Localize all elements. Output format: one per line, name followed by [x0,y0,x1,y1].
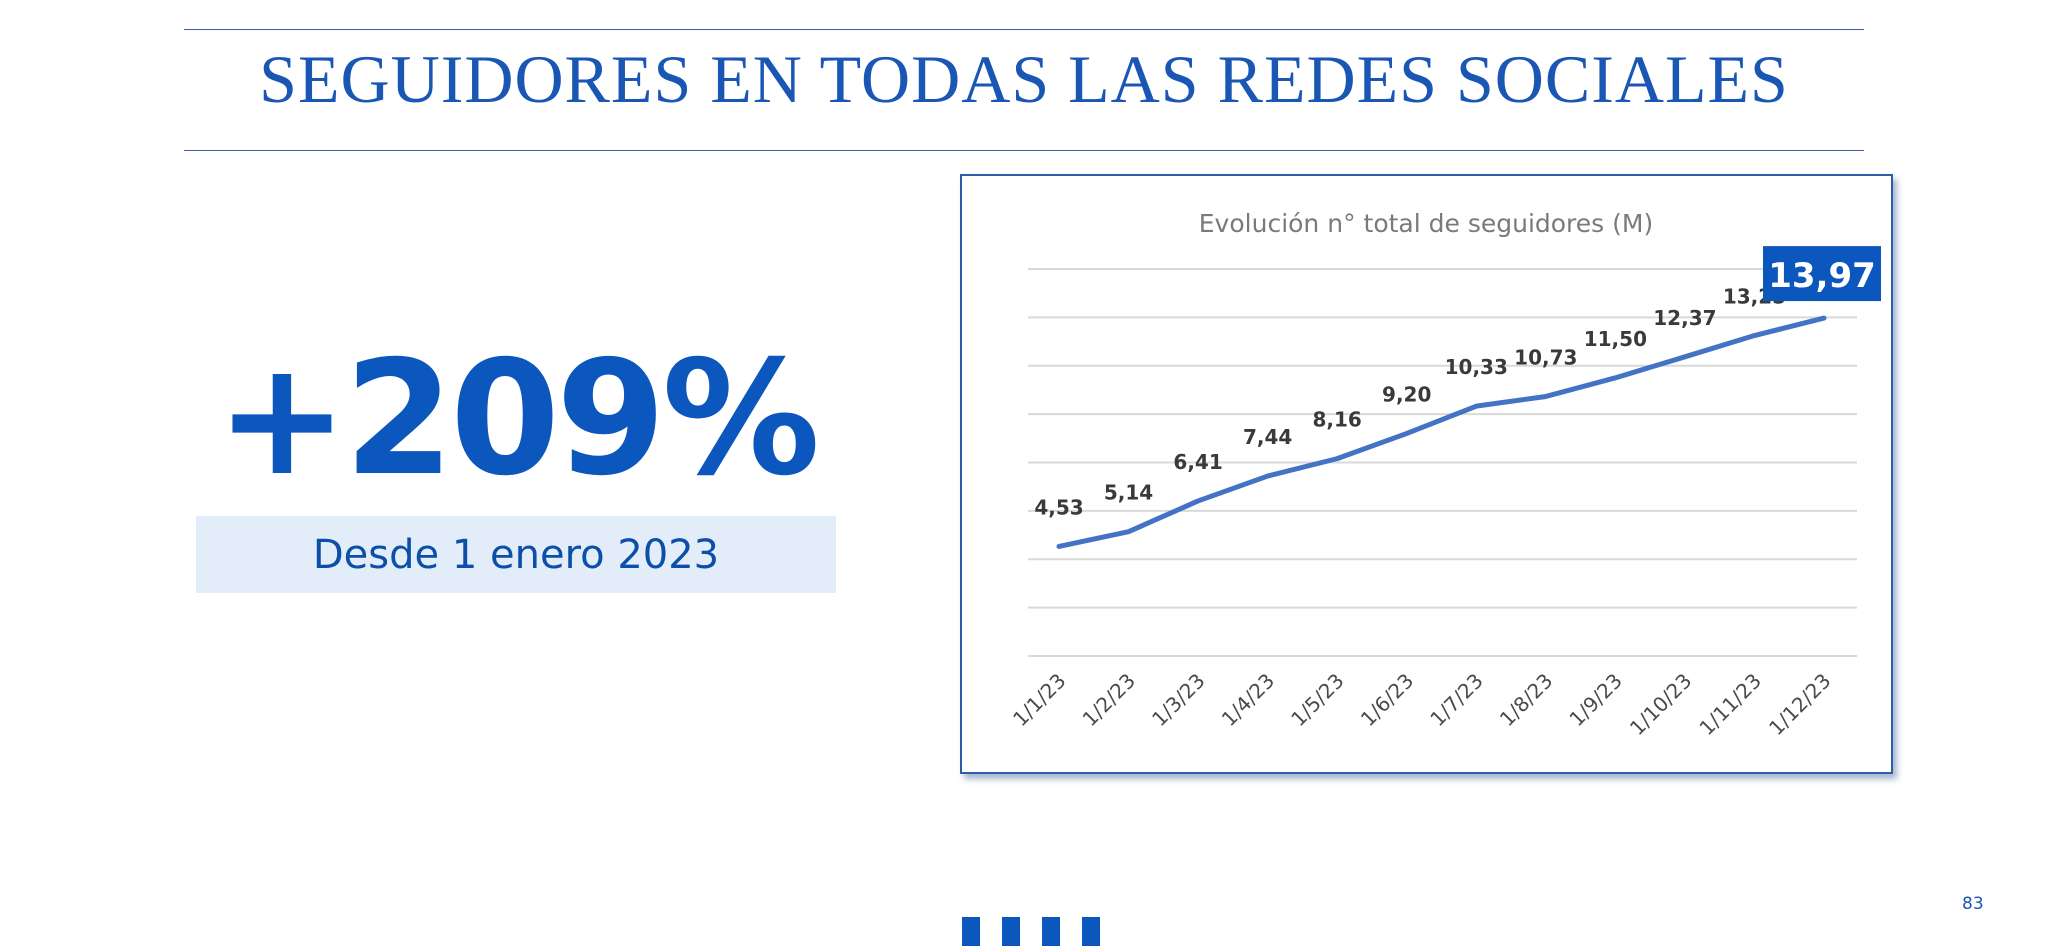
x-tick-label: 1/10/23 [1625,669,1696,740]
growth-caption-box: Desde 1 enero 2023 [196,516,836,593]
followers-line-chart: Evolución n° total de seguidores (M) 4,5… [1008,209,1881,740]
x-tick-label: 1/7/23 [1425,669,1487,731]
x-tick-label: 1/1/23 [1008,669,1070,731]
top-rule [184,29,1864,30]
x-tick-label: 1/6/23 [1356,669,1418,731]
data-label: 4,53 [1034,495,1083,519]
data-label: 12,37 [1653,306,1716,330]
data-label-highlighted: 13,97 [1768,256,1876,296]
data-label: 6,41 [1173,450,1222,474]
footer-logo-bar [1042,917,1060,946]
data-label: 5,14 [1104,481,1153,505]
x-tick-label: 1/3/23 [1147,669,1209,731]
data-label: 9,20 [1382,382,1431,406]
followers-series-line [1056,315,1827,549]
chart-title: Evolución n° total de seguidores (M) [1199,209,1653,238]
x-tick-label: 1/11/23 [1694,669,1765,740]
data-label: 11,50 [1584,327,1647,351]
data-label: 7,44 [1243,425,1292,449]
x-tick-label: 1/9/23 [1564,669,1626,731]
x-tick-label: 1/8/23 [1495,669,1557,731]
highlighted-label-box [1763,246,1881,302]
x-tick-label: 1/2/23 [1078,669,1140,731]
chart-panel: Evolución n° total de seguidores (M) 4,5… [960,174,1893,774]
growth-percentage: +209% [215,327,821,511]
footer-logo-bar [962,917,980,946]
growth-caption: Desde 1 enero 2023 [312,531,720,578]
title-underline [184,150,1864,151]
x-tick-label: 1/5/23 [1286,669,1348,731]
data-label: 10,73 [1514,345,1577,369]
footer-logo-bar [1082,917,1100,946]
page-number: 83 [1962,894,1984,914]
x-tick-label: 1/4/23 [1217,669,1279,731]
slide-title: SEGUIDORES EN TODAS LAS REDES SOCIALES [259,41,1789,117]
x-tick-label: 1/12/23 [1764,669,1835,740]
data-label: 8,16 [1313,408,1362,432]
data-label: 10,33 [1445,355,1508,379]
footer-logo-bar [1002,917,1020,946]
